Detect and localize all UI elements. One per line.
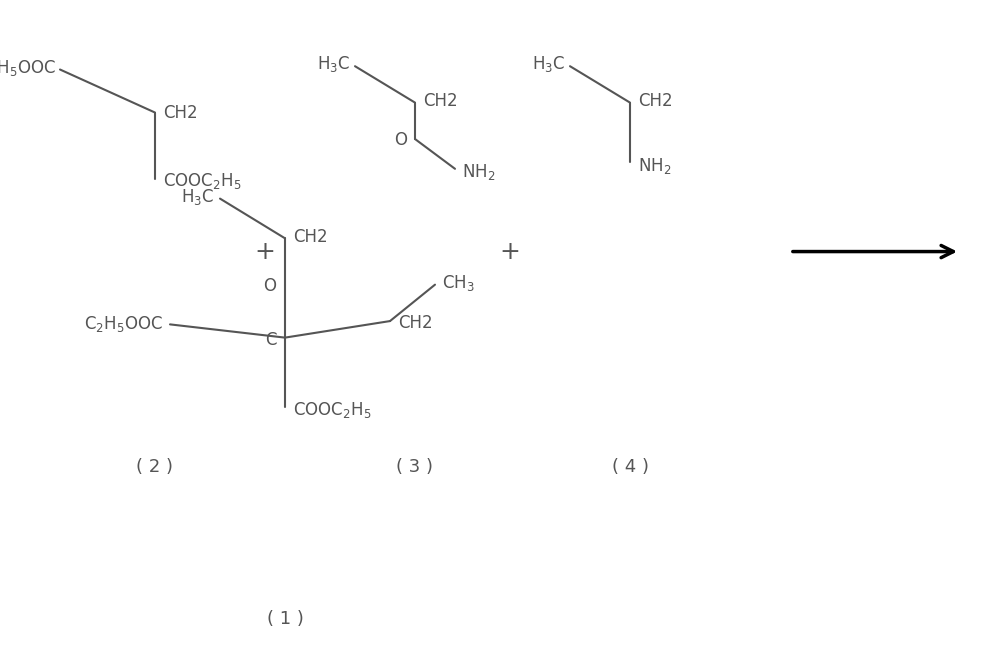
Text: +: + [500, 240, 520, 263]
Text: CH2: CH2 [293, 228, 328, 246]
Text: $\mathregular{NH_2}$: $\mathregular{NH_2}$ [462, 162, 495, 182]
Text: $\mathregular{C_2H_5OOC}$: $\mathregular{C_2H_5OOC}$ [84, 314, 163, 334]
Text: $\mathregular{COOC_2H_5}$: $\mathregular{COOC_2H_5}$ [293, 400, 372, 420]
Text: $\mathregular{CH_3}$: $\mathregular{CH_3}$ [442, 273, 475, 293]
Text: ( 4 ): ( 4 ) [612, 457, 648, 476]
Text: $\mathregular{H_3C}$: $\mathregular{H_3C}$ [181, 187, 214, 207]
Text: O: O [263, 277, 276, 295]
Text: ( 3 ): ( 3 ) [396, 457, 434, 476]
Text: CH2: CH2 [398, 314, 433, 332]
Text: $\mathregular{H_3C}$: $\mathregular{H_3C}$ [317, 54, 350, 74]
Text: +: + [255, 240, 275, 263]
Text: CH2: CH2 [423, 92, 458, 111]
Text: $\mathregular{H_3C}$: $\mathregular{H_3C}$ [532, 54, 565, 74]
Text: CH2: CH2 [163, 103, 198, 122]
Text: O: O [394, 130, 407, 149]
Text: ( 1 ): ( 1 ) [267, 610, 303, 628]
Text: $\mathregular{NH_2}$: $\mathregular{NH_2}$ [638, 156, 671, 175]
Text: ( 2 ): ( 2 ) [136, 457, 174, 476]
Text: CH2: CH2 [638, 92, 673, 111]
Text: $\mathregular{COOC_2H_5}$: $\mathregular{COOC_2H_5}$ [163, 171, 242, 191]
Text: C: C [266, 330, 277, 349]
Text: $\mathregular{C_2H_5OOC}$: $\mathregular{C_2H_5OOC}$ [0, 58, 56, 78]
